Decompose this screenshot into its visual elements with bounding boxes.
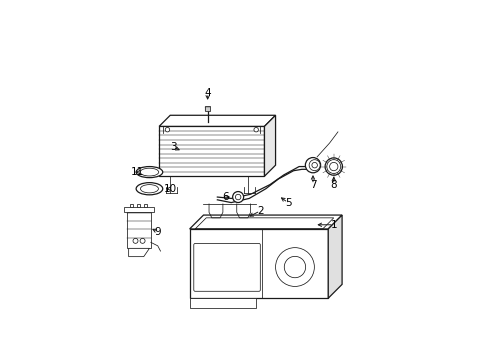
Text: 1: 1 [330,220,336,230]
Text: 7: 7 [309,180,316,190]
Ellipse shape [325,158,342,175]
Text: 11: 11 [130,167,143,177]
Ellipse shape [140,185,158,193]
Polygon shape [327,215,342,298]
Ellipse shape [305,158,320,173]
Polygon shape [128,248,149,257]
Polygon shape [130,204,133,207]
Polygon shape [159,115,275,126]
Polygon shape [143,204,147,207]
Text: 6: 6 [222,192,228,202]
Text: 2: 2 [257,206,263,216]
Ellipse shape [136,183,163,195]
Circle shape [253,127,258,132]
Ellipse shape [308,160,320,171]
Circle shape [165,127,169,132]
Polygon shape [189,229,327,298]
Polygon shape [205,106,209,111]
Polygon shape [264,115,275,176]
Text: 4: 4 [204,88,210,98]
Ellipse shape [232,192,243,203]
Polygon shape [137,204,140,207]
Polygon shape [189,298,256,308]
Text: 3: 3 [169,142,176,152]
Polygon shape [159,126,264,176]
Ellipse shape [136,167,163,177]
Polygon shape [189,215,342,229]
Text: 9: 9 [154,227,161,237]
Text: 8: 8 [330,180,336,190]
Ellipse shape [140,168,159,176]
Polygon shape [127,212,150,248]
Polygon shape [124,207,153,212]
Text: 10: 10 [163,184,177,194]
Text: 5: 5 [284,198,291,208]
